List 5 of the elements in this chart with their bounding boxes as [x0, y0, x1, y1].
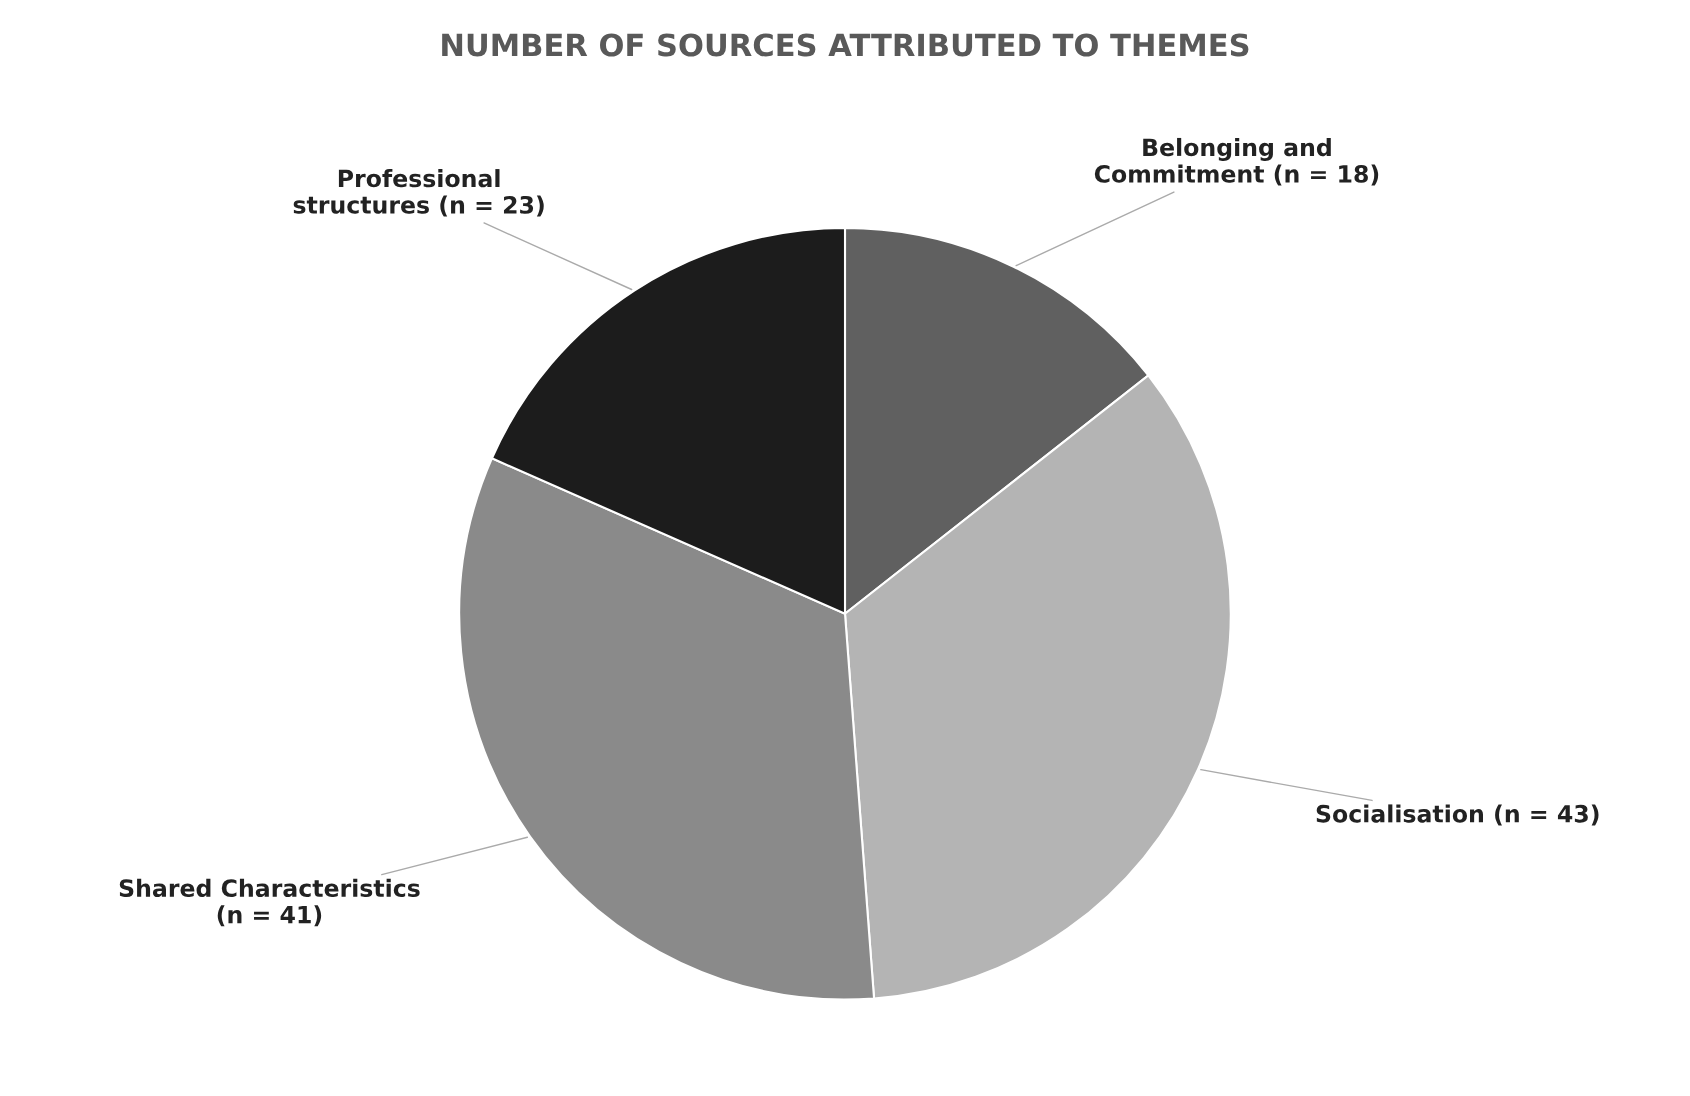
chart-title: NUMBER OF SOURCES ATTRIBUTED TO THEMES [442, 33, 1249, 57]
slice-label: Socialisation (n = 43) [1316, 804, 1599, 826]
slice-label: Shared Characteristics (n = 41) [119, 878, 420, 927]
slice-label: Professional structures (n = 23) [293, 169, 544, 217]
slice-label: Belonging and Commitment (n = 18) [1094, 137, 1379, 186]
